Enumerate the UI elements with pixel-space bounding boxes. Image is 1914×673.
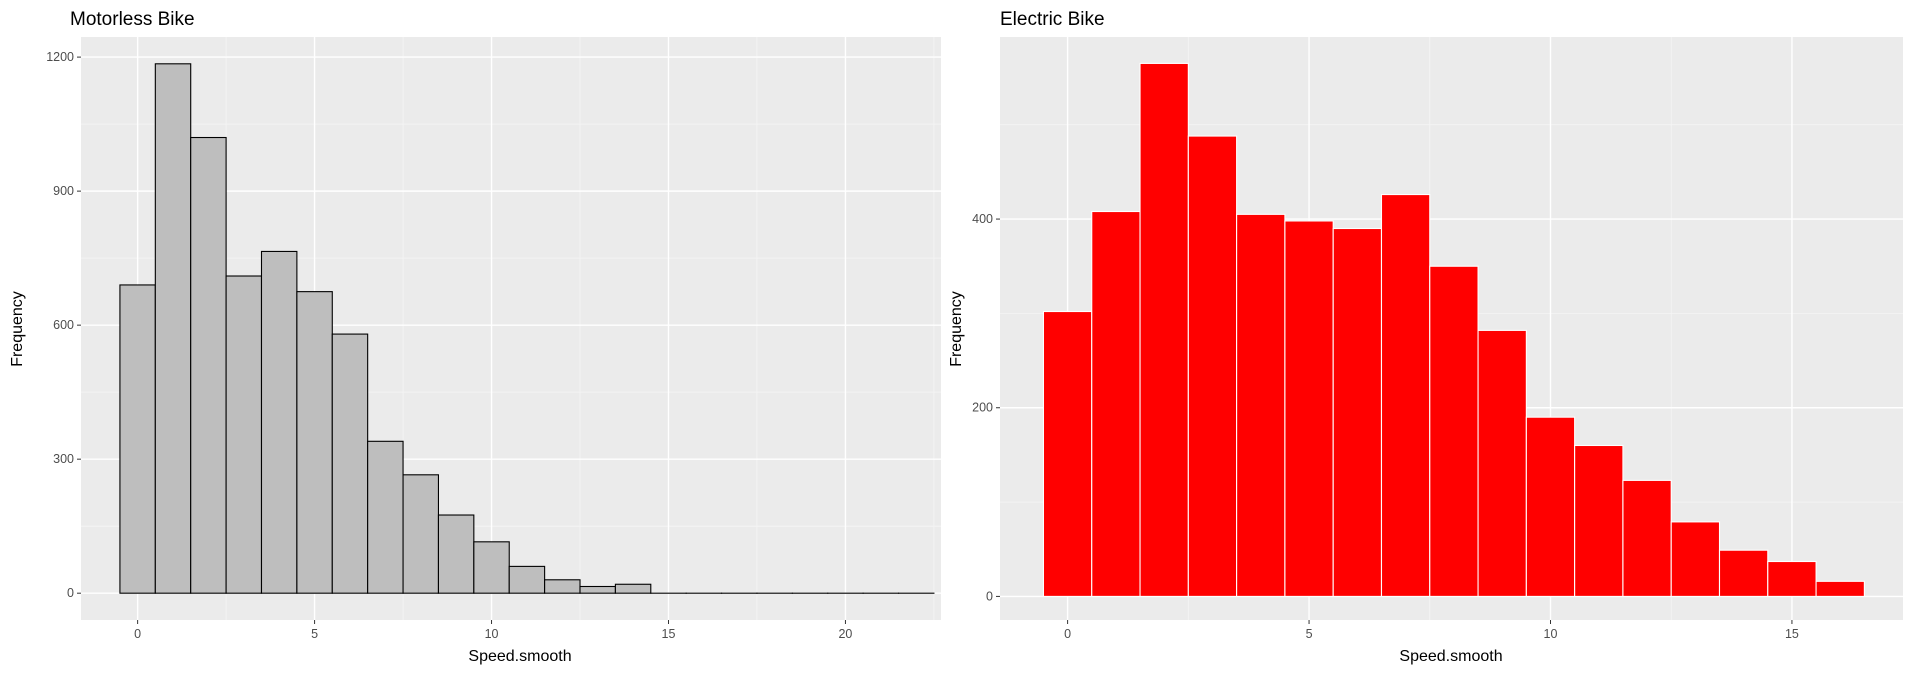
histogram-bar-electric [1042,310,1093,597]
y-axis-label-motorless: Frequency [9,291,26,367]
histogram-bar-electric [1670,521,1721,597]
histogram-bar-motorless [119,284,156,594]
x-tick-label: 0 [1064,627,1071,641]
histogram-bar-electric [1767,560,1817,597]
histogram-bar-motorless [473,541,510,594]
histogram-bar-electric [1139,62,1189,597]
histogram-bar-electric [1718,549,1769,597]
y-tick-label: 0 [986,589,993,603]
x-tick-label: 15 [662,627,676,641]
histogram-bar-motorless [437,514,475,594]
histogram-bar-electric [1380,193,1431,597]
panel-motorless: 0 5 10 15 20 0 300 600 900 1200 [46,37,941,641]
histogram-bar-electric [1477,329,1527,597]
x-axis-label-motorless: Speed.smooth [468,648,571,665]
x-tick-label: 15 [1785,627,1799,641]
y-tick-label: 900 [53,184,74,198]
histogram-bar-electric [1429,265,1479,597]
histogram-bar-motorless [154,63,192,594]
x-tick-label: 5 [311,627,318,641]
histogram-bar-electric [1815,580,1865,597]
histogram-bar-motorless [190,136,227,594]
histogram-bar-electric [1236,213,1286,597]
histogram-bar-electric [1284,220,1334,597]
histogram-bar-electric [1622,479,1672,597]
y-tick-label: 300 [53,452,74,466]
histogram-bar-electric [1187,135,1238,597]
x-tick-label: 0 [134,627,141,641]
x-tick-label: 20 [838,627,852,641]
chart-title-electric: Electric Bike [1000,9,1105,30]
y-tick-label: 0 [67,586,74,600]
histogram-bar-motorless [508,565,546,594]
panel-electric: 0 5 10 15 0 200 400 [972,37,1903,641]
y-tick-label: 600 [53,318,74,332]
histogram-bar-electric [1332,227,1383,597]
histogram-bar-motorless [614,583,652,594]
histogram-bar-electric [1091,210,1141,597]
y-axis-label-electric: Frequency [948,291,965,367]
y-tick-label: 400 [972,212,993,226]
x-tick-label: 10 [485,627,499,641]
histogram-bar-electric [1574,444,1624,597]
y-tick-label: 1200 [46,50,74,64]
histogram-bar-electric [1525,416,1576,597]
histogram-bar-motorless [225,275,263,594]
histogram-bar-motorless [367,440,404,594]
histogram-bar-motorless [331,333,369,594]
histogram-bar-motorless [544,579,581,594]
chart-title-motorless: Motorless Bike [70,9,195,30]
x-tick-label: 10 [1544,627,1558,641]
histogram-bar-motorless [296,291,333,594]
histogram-bar-motorless [579,585,616,594]
x-axis-label-electric: Speed.smooth [1399,648,1502,665]
x-tick-label: 5 [1306,627,1313,641]
histogram-bar-motorless [402,474,439,594]
y-tick-label: 200 [972,401,993,415]
histogram-bar-motorless [260,250,298,594]
